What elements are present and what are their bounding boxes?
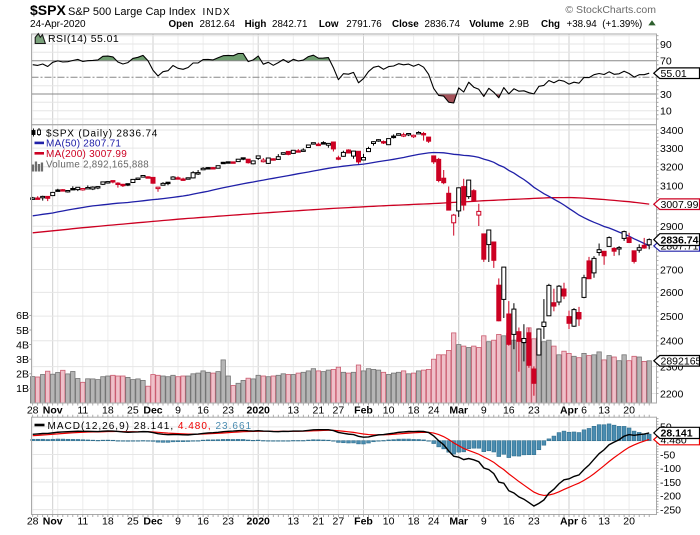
svg-text:Nov: Nov xyxy=(43,405,63,417)
svg-text:2892165: 2892165 xyxy=(661,356,700,368)
svg-text:70: 70 xyxy=(660,56,672,68)
svg-text:23: 23 xyxy=(528,405,540,417)
svg-text:55.01: 55.01 xyxy=(661,68,687,80)
svg-text:28: 28 xyxy=(27,405,39,417)
svg-text:3400: 3400 xyxy=(660,125,684,137)
svg-text:2500: 2500 xyxy=(660,311,684,323)
svg-text:13: 13 xyxy=(287,516,299,528)
svg-text:23: 23 xyxy=(528,516,540,528)
svg-text:2400: 2400 xyxy=(660,336,684,348)
svg-text:5B: 5B xyxy=(16,325,29,337)
svg-text:9: 9 xyxy=(481,516,487,528)
svg-text:$SPX: $SPX xyxy=(30,2,66,18)
svg-text:2B: 2B xyxy=(16,369,29,381)
svg-text:10: 10 xyxy=(660,106,672,118)
svg-text:-150: -150 xyxy=(660,477,681,489)
svg-text:Mar: Mar xyxy=(449,405,468,417)
svg-text:3B: 3B xyxy=(16,354,29,366)
svg-text:28.141: 28.141 xyxy=(661,428,693,440)
svg-text:9: 9 xyxy=(175,516,181,528)
svg-text:2020: 2020 xyxy=(247,516,271,528)
svg-text:3007.99: 3007.99 xyxy=(661,199,699,211)
svg-text:MACD(12,26,9) 28.141, 4.480, 2: MACD(12,26,9) 28.141, 4.480, 23.661 xyxy=(48,421,253,432)
svg-text:13: 13 xyxy=(598,516,610,528)
svg-text:2600: 2600 xyxy=(660,287,684,299)
svg-text:Feb: Feb xyxy=(354,405,373,417)
svg-text:Apr: Apr xyxy=(560,516,578,528)
svg-text:30: 30 xyxy=(660,89,672,101)
svg-text:Apr: Apr xyxy=(560,405,578,417)
svg-text:-200: -200 xyxy=(660,491,681,503)
svg-text:11: 11 xyxy=(77,516,88,528)
svg-text:3200: 3200 xyxy=(660,162,684,174)
svg-text:-50: -50 xyxy=(660,449,675,461)
svg-text:2700: 2700 xyxy=(660,264,684,276)
svg-text:11: 11 xyxy=(77,405,88,417)
svg-text:25: 25 xyxy=(127,405,139,417)
svg-text:24: 24 xyxy=(428,405,440,417)
svg-text:6: 6 xyxy=(581,405,587,417)
svg-text:23: 23 xyxy=(222,516,234,528)
svg-text:2836.74: 2836.74 xyxy=(661,234,699,246)
svg-text:Nov: Nov xyxy=(43,516,63,528)
svg-text:23: 23 xyxy=(222,405,234,417)
svg-text:28: 28 xyxy=(27,516,39,528)
svg-text:20: 20 xyxy=(623,516,635,528)
svg-text:27: 27 xyxy=(333,405,345,417)
svg-text:9: 9 xyxy=(175,405,181,417)
svg-text:MA(50) 2807.71: MA(50) 2807.71 xyxy=(46,139,121,150)
svg-text:18: 18 xyxy=(102,516,114,528)
svg-text:1B: 1B xyxy=(16,383,29,395)
svg-text:Dec: Dec xyxy=(143,405,162,417)
svg-text:3300: 3300 xyxy=(660,143,684,155)
svg-text:24: 24 xyxy=(428,516,440,528)
svg-text:90: 90 xyxy=(660,39,672,51)
svg-text:18: 18 xyxy=(408,405,420,417)
svg-text:25: 25 xyxy=(127,516,139,528)
svg-text:2200: 2200 xyxy=(660,388,684,400)
svg-text:-250: -250 xyxy=(660,504,681,516)
svg-text:RSI(14) 55.01: RSI(14) 55.01 xyxy=(48,33,119,45)
svg-text:18: 18 xyxy=(102,405,114,417)
svg-text:16: 16 xyxy=(197,516,209,528)
svg-text:6: 6 xyxy=(581,516,587,528)
svg-text:16: 16 xyxy=(503,516,515,528)
svg-text:Dec: Dec xyxy=(143,516,162,528)
svg-text:24-Apr-2020: 24-Apr-2020 xyxy=(30,19,86,30)
svg-text:$SPX (Daily) 2836.74: $SPX (Daily) 2836.74 xyxy=(46,128,158,139)
svg-text:13: 13 xyxy=(598,405,610,417)
svg-text:27: 27 xyxy=(333,516,345,528)
svg-text:Volume 2,892,165,888: Volume 2,892,165,888 xyxy=(46,160,149,171)
svg-text:INDX: INDX xyxy=(203,7,231,18)
svg-text:3100: 3100 xyxy=(660,181,684,193)
svg-text:MA(200) 3007.99: MA(200) 3007.99 xyxy=(46,149,127,160)
svg-text:20: 20 xyxy=(623,405,635,417)
svg-text:10: 10 xyxy=(383,405,395,417)
svg-text:© StockCharts.com: © StockCharts.com xyxy=(565,4,656,16)
svg-text:Mar: Mar xyxy=(449,516,468,528)
svg-text:16: 16 xyxy=(503,405,515,417)
svg-text:2020: 2020 xyxy=(247,405,271,417)
svg-text:21: 21 xyxy=(313,405,325,417)
svg-text:-100: -100 xyxy=(660,463,681,475)
svg-text:4B: 4B xyxy=(16,339,29,351)
svg-text:13: 13 xyxy=(287,405,299,417)
svg-text:Feb: Feb xyxy=(354,516,373,528)
svg-text:S&P 500 Large Cap Index: S&P 500 Large Cap Index xyxy=(68,6,196,18)
svg-text:6B: 6B xyxy=(16,310,29,322)
svg-text:18: 18 xyxy=(408,516,420,528)
svg-text:16: 16 xyxy=(197,405,209,417)
svg-text:10: 10 xyxy=(383,516,395,528)
svg-text:9: 9 xyxy=(481,405,487,417)
svg-text:2900: 2900 xyxy=(660,221,684,233)
svg-text:21: 21 xyxy=(313,516,325,528)
